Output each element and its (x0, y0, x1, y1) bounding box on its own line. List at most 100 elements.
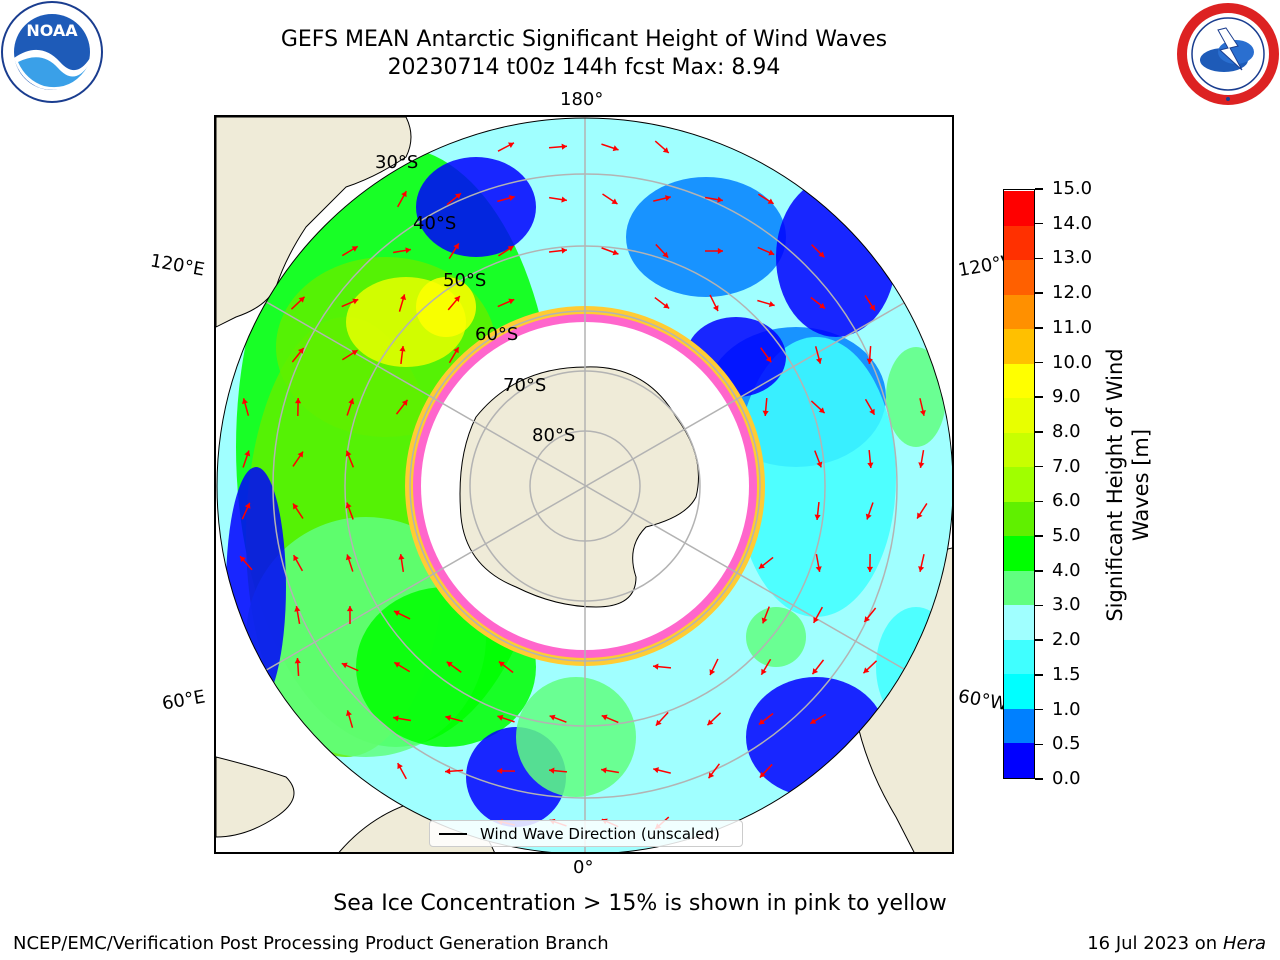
wind-wave-arrow (398, 294, 407, 312)
colorbar-segment (1004, 190, 1034, 226)
lat-label-80s: 80°S (532, 425, 576, 446)
wind-wave-arrow (655, 711, 669, 727)
wind-wave-arrow (345, 710, 354, 728)
colorbar-tick (1035, 674, 1043, 676)
wind-wave-arrow (759, 763, 773, 779)
wind-wave-arrow (393, 610, 411, 620)
wind-wave-arrow (291, 347, 305, 363)
wind-wave-arrow (497, 714, 515, 723)
colorbar-segment (1004, 259, 1034, 295)
wind-wave-arrow (705, 196, 723, 203)
wind-wave-arrow (709, 294, 719, 312)
wind-wave-arrow (447, 295, 461, 311)
map-boundary (216, 117, 952, 852)
footer-date-text: 16 Jul 2023 on (1087, 933, 1223, 954)
colorbar-tick-label: 9.0 (1052, 386, 1081, 408)
wind-wave-arrow (346, 605, 354, 625)
wind-wave-arrow (393, 661, 411, 673)
wave-height-region (416, 157, 536, 257)
nws-logo (1177, 3, 1279, 105)
colorbar-tick-label: 13.0 (1052, 247, 1093, 269)
wind-wave-arrow (812, 606, 824, 624)
lon-label-lower-left: 60°E (160, 686, 207, 715)
wind-wave-arrow (865, 502, 874, 520)
wind-wave-arrow (241, 398, 250, 416)
wind-wave-arrow (294, 657, 301, 677)
colorbar-tick (1035, 465, 1043, 468)
colorbar-tick-label: 11.0 (1052, 316, 1093, 338)
wind-wave-arrow (704, 247, 724, 255)
colorbar-tick-label: 4.0 (1052, 559, 1081, 581)
wind-wave-arrow (241, 502, 251, 520)
graticule (217, 118, 952, 852)
wind-wave-arrow (810, 400, 826, 414)
wind-wave-arrow (446, 661, 462, 673)
wind-wave-arrow (655, 243, 669, 259)
wind-wave-arrow (601, 247, 619, 256)
wave-height-region (886, 347, 946, 447)
lat-label-30s: 30°S (375, 152, 419, 173)
wind-wave-arrow (652, 663, 672, 670)
wind-wave-arrow (341, 662, 359, 672)
colorbar-tick-label: 14.0 (1052, 212, 1093, 234)
wind-wave-arrow (864, 295, 876, 311)
wind-wave-arrow (761, 606, 770, 624)
colorbar-segment (1004, 535, 1034, 571)
wind-wave-arrow (341, 298, 359, 308)
legend-label: Wind Wave Direction (unscaled) (480, 825, 720, 843)
legend-line-swatch (439, 833, 467, 835)
wind-wave-arrow (341, 349, 359, 361)
wind-wave-arrow (497, 298, 515, 308)
wind-wave-arrow (498, 245, 514, 257)
map-legend: Wind Wave Direction (unscaled) (429, 820, 743, 847)
wind-wave-arrow (392, 247, 412, 254)
wind-wave-arrow (918, 554, 925, 572)
colorbar-segment (1004, 294, 1034, 330)
map-title: GEFS MEAN Antarctic Significant Height o… (280, 27, 888, 52)
wind-wave-arrow (810, 296, 826, 310)
polar-map (216, 117, 952, 852)
colorbar-tick-label: 10.0 (1052, 351, 1093, 373)
wind-wave-arrow (757, 299, 775, 308)
colorbar-tick (1035, 292, 1043, 294)
wind-wave-arrow (864, 398, 876, 416)
wind-wave-arrow (395, 399, 409, 415)
footer-date: 16 Jul 2023 on Hera (1087, 933, 1266, 954)
wind-wave-arrow (760, 658, 772, 676)
wind-wave-arrow (497, 142, 515, 152)
wind-wave-arrow (548, 247, 568, 254)
wind-wave-arrow (863, 607, 877, 623)
wind-wave-arrow (345, 450, 355, 468)
colorbar-tick-label: 5.0 (1052, 525, 1081, 547)
lat-label-60s: 60°S (475, 324, 519, 345)
wind-wave-arrow (809, 713, 827, 725)
wave-height-region (776, 177, 896, 337)
wind-wave-arrow (654, 296, 670, 310)
colorbar-segment (1004, 328, 1034, 364)
wind-wave-arrow (654, 140, 670, 154)
wind-wave-arrow (242, 450, 251, 468)
noaa-logo: NOAA (1, 1, 103, 103)
lon-label-bottom: 0° (573, 857, 594, 878)
lat-label-70s: 70°S (503, 375, 547, 396)
wind-wave-arrow (548, 143, 568, 150)
wave-height-region (416, 277, 476, 337)
wind-wave-arrow (239, 555, 253, 571)
colorbar-tick (1035, 500, 1043, 503)
colorbar-tick (1035, 361, 1043, 364)
wind-wave-arrow (811, 244, 825, 258)
wind-wave-arrow (653, 195, 671, 202)
colorbar-segment (1004, 604, 1034, 640)
wind-wave-arrow (290, 296, 306, 310)
colorbar-tick-label: 0.0 (1052, 768, 1081, 789)
footer-host: Hera (1222, 933, 1266, 954)
wind-wave-arrow (498, 660, 514, 674)
wind-wave-arrow (497, 194, 515, 203)
colorbar-tick (1035, 222, 1043, 225)
wind-wave-arrow (758, 712, 774, 726)
wind-wave-arrow (866, 345, 873, 365)
wind-wave-arrow (346, 398, 355, 416)
wind-wave-arrow (601, 143, 619, 152)
wind-wave-arrow (496, 767, 516, 775)
wind-wave-arrow (602, 193, 618, 205)
